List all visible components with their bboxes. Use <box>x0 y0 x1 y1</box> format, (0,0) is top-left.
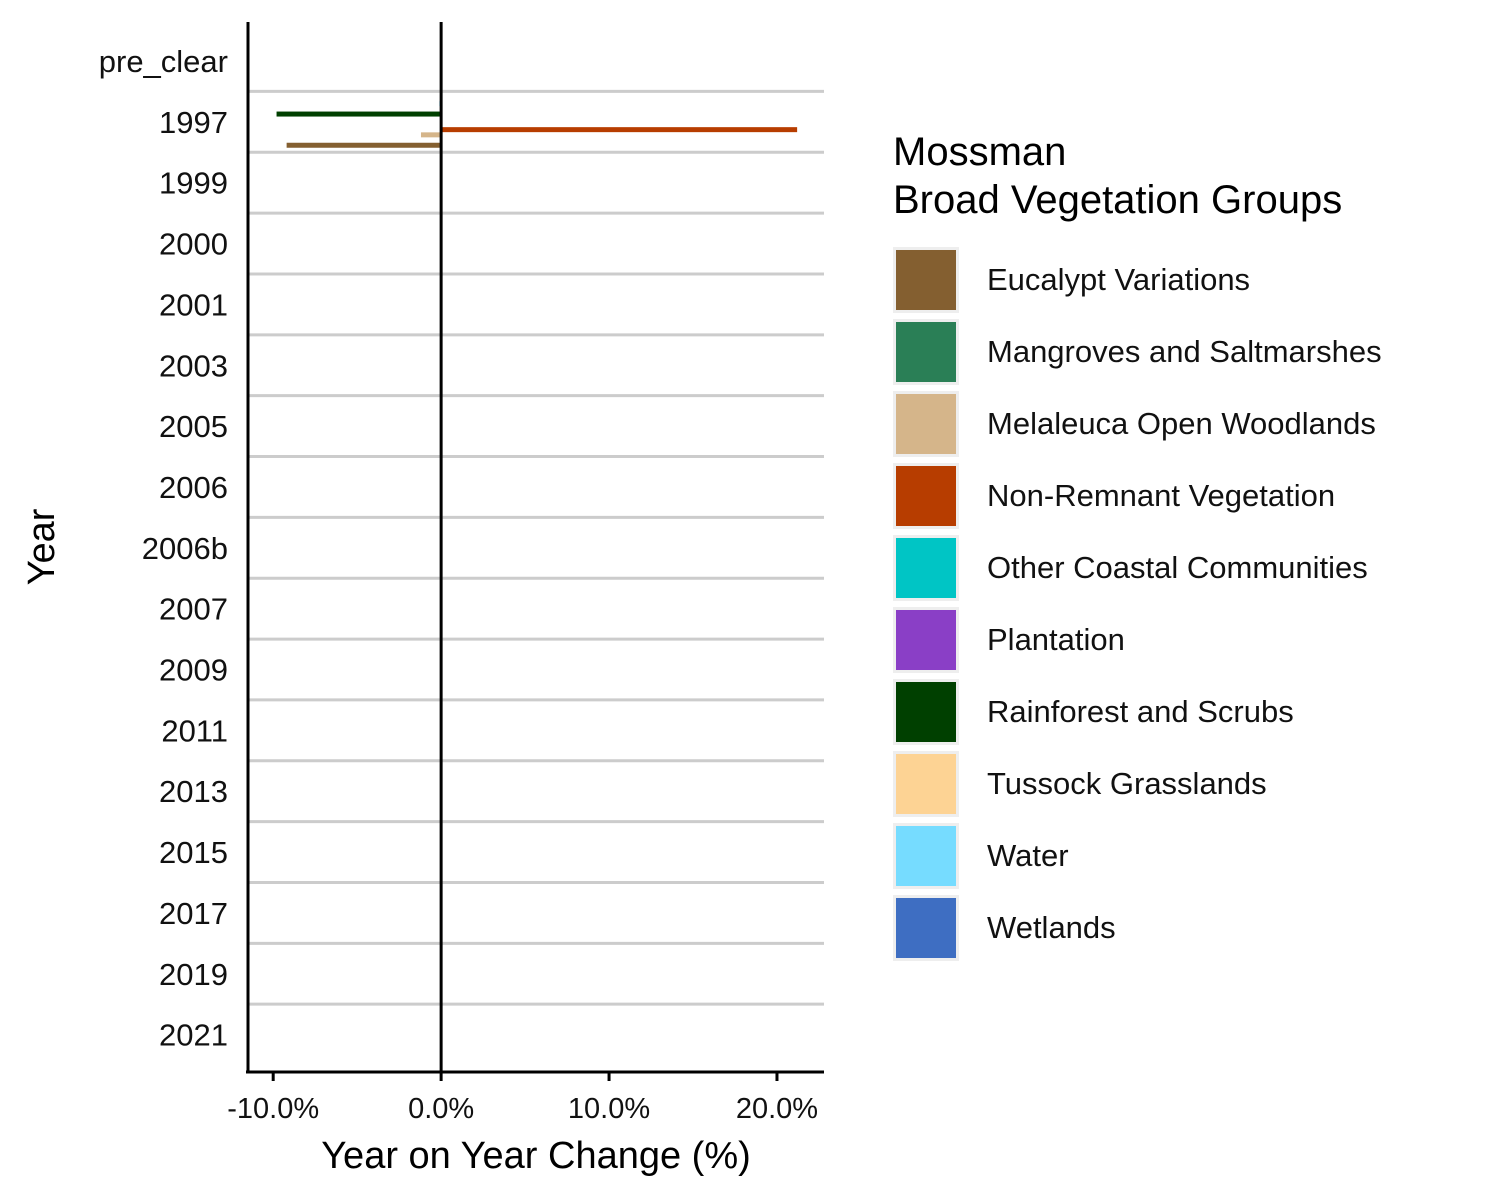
y-tick-labels: pre_clear 1997 1999 2000 2001 2003 2005 2006 200… <box>99 44 228 1053</box>
legend-title-line-1: Mossman <box>893 130 1067 174</box>
y-tick-label: 2007 <box>159 592 228 627</box>
legend-swatch <box>893 319 959 385</box>
legend-label: Water <box>987 838 1069 873</box>
legend: Mossman Broad Vegetation Groups Eucalypt… <box>893 128 1382 964</box>
legend-item: Plantation <box>893 604 1382 676</box>
y-tick-label: 2001 <box>159 287 228 322</box>
y-tick-label: 1999 <box>159 166 228 201</box>
legend-label: Non-Remnant Vegetation <box>987 478 1336 513</box>
legend-label: Rainforest and Scrubs <box>987 694 1294 729</box>
x-tick-label: 0.0% <box>408 1093 474 1125</box>
y-tick-label: 2006 <box>159 470 228 505</box>
y-tick-label: 2005 <box>159 409 228 444</box>
legend-item: Eucalypt Variations <box>893 244 1382 316</box>
legend-swatch <box>893 895 959 961</box>
legend-items: Eucalypt Variations Mangroves and Saltmar… <box>893 244 1382 964</box>
legend-label: Tussock Grasslands <box>987 766 1267 801</box>
y-tick-label: 2017 <box>159 896 228 931</box>
x-tick-label: -10.0% <box>227 1093 319 1125</box>
legend-item: Rainforest and Scrubs <box>893 676 1382 748</box>
legend-label: Eucalypt Variations <box>987 262 1251 297</box>
gridlines <box>248 89 824 1006</box>
legend-swatch <box>893 247 959 313</box>
x-tick-label: 20.0% <box>736 1093 818 1125</box>
legend-item: Non-Remnant Vegetation <box>893 460 1382 532</box>
y-tick-label: 2015 <box>159 835 228 870</box>
y-axis-title: Year <box>21 508 63 585</box>
bars <box>276 95 798 148</box>
legend-item: Mangroves and Saltmarshes <box>893 316 1382 388</box>
legend-label: Plantation <box>987 622 1125 657</box>
x-axis-title: Year on Year Change (%) <box>321 1135 751 1177</box>
legend-swatch <box>893 607 959 673</box>
y-tick-label: 2000 <box>159 227 228 262</box>
legend-item: Wetlands <box>893 892 1382 964</box>
legend-item: Melaleuca Open Woodlands <box>893 388 1382 460</box>
legend-swatch <box>893 463 959 529</box>
y-tick-label: 2009 <box>159 653 228 688</box>
legend-swatch <box>893 751 959 817</box>
y-tick-label: 1997 <box>159 105 228 140</box>
bar-melaleuca-open-woodlands-1997 <box>420 132 442 138</box>
legend-item: Other Coastal Communities <box>893 532 1382 604</box>
legend-item: Water <box>893 820 1382 892</box>
legend-swatch <box>893 535 959 601</box>
legend-item: Tussock Grasslands <box>893 748 1382 820</box>
bar-rainforest-and-scrubs-1997 <box>276 111 442 117</box>
legend-title-line-2: Broad Vegetation Groups <box>893 178 1343 222</box>
x-tick-labels: -10.0% 0.0% 10.0% 20.0% <box>227 1072 818 1125</box>
bar-eucalypt-variations-1997 <box>286 142 442 148</box>
legend-swatch <box>893 679 959 745</box>
legend-title: Mossman Broad Vegetation Groups <box>893 128 1382 224</box>
legend-swatch <box>893 823 959 889</box>
legend-label: Mangroves and Saltmarshes <box>987 334 1382 369</box>
y-tick-label: pre_clear <box>99 44 228 79</box>
bar-non-remnant-vegetation-1997 <box>441 127 798 133</box>
y-tick-label: 2013 <box>159 774 228 809</box>
legend-label: Other Coastal Communities <box>987 550 1368 585</box>
y-tick-label: 2019 <box>159 957 228 992</box>
y-tick-label: 2006b <box>142 531 228 566</box>
y-tick-label: 2011 <box>161 713 228 748</box>
y-tick-label: 2021 <box>159 1018 228 1053</box>
legend-swatch <box>893 391 959 457</box>
x-tick-label: 10.0% <box>568 1093 650 1125</box>
legend-label: Wetlands <box>987 910 1116 945</box>
legend-label: Melaleuca Open Woodlands <box>987 406 1376 441</box>
y-tick-label: 2003 <box>159 348 228 383</box>
